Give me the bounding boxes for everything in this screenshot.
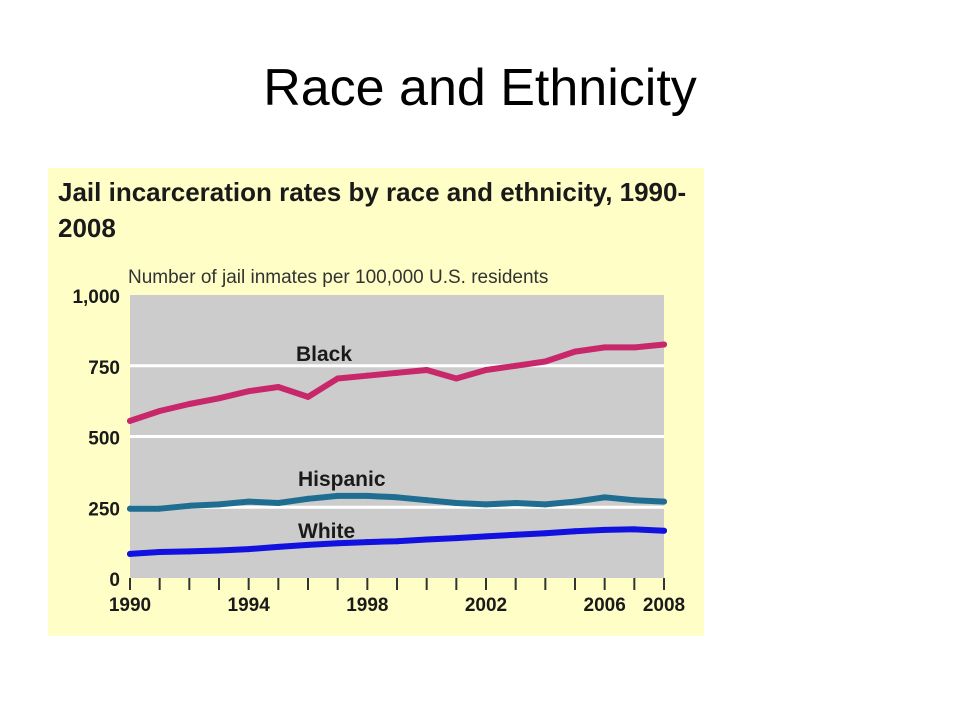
chart-subtitle: Number of jail inmates per 100,000 U.S. … [128,267,548,288]
data-point-black [305,393,311,400]
data-point-white [423,536,430,543]
data-point-black [453,375,460,382]
data-point-white [572,528,578,535]
data-point-white [453,535,460,542]
data-point-white [394,538,400,545]
data-point-black [245,388,252,395]
data-point-white [364,539,371,546]
data-point-hispanic [512,500,519,507]
data-point-white [186,548,193,555]
data-point-white [245,546,252,553]
data-point-hispanic [127,505,133,512]
x-tick-label: 1998 [346,595,388,616]
series-label-black: Black [296,343,352,366]
x-tick-label: 1990 [109,595,151,616]
data-point-black [661,341,667,348]
data-point-hispanic [394,494,400,501]
data-point-black [216,395,222,402]
data-point-black [156,408,163,415]
data-point-black [127,417,133,424]
chart-title: Jail incarceration rates by race and eth… [58,177,687,243]
y-tick-label: 750 [88,358,120,379]
data-point-white [127,550,133,557]
data-point-white [483,533,489,540]
data-point-white [334,540,341,547]
data-point-hispanic [542,501,549,508]
data-point-black [186,400,193,407]
data-point-white [305,541,311,548]
chart-svg: Number of jail inmates per 100,000 U.S. … [72,267,685,616]
data-point-hispanic [245,498,252,505]
data-point-hispanic [483,501,489,508]
data-point-black [601,344,608,351]
data-point-black [334,375,341,382]
x-tick-label: 2002 [465,595,507,616]
data-point-black [423,366,430,373]
y-tick-label: 0 [109,570,120,591]
data-point-white [156,548,163,555]
data-point-white [601,526,608,533]
data-point-white [631,526,638,533]
data-point-hispanic [186,502,193,509]
data-point-black [275,383,282,390]
data-point-black [512,362,519,369]
data-point-black [483,366,489,373]
data-point-white [661,527,667,534]
data-point-hispanic [364,492,371,499]
x-tick-label: 2008 [643,595,685,616]
data-point-black [364,372,371,379]
data-point-hispanic [631,497,638,504]
data-point-black [394,369,400,376]
data-point-hispanic [453,500,460,507]
data-point-hispanic [601,494,608,501]
data-point-hispanic [572,498,578,505]
data-point-black [572,348,578,355]
data-point-hispanic [216,501,222,508]
data-point-white [542,530,549,537]
y-tick-label: 500 [88,429,120,450]
series-label-hispanic: Hispanic [298,468,386,491]
data-point-hispanic [334,492,341,499]
data-point-white [512,531,519,538]
x-tick-label: 1994 [228,595,271,616]
x-tick-label: 2006 [584,595,626,616]
data-point-black [631,344,638,351]
data-point-hispanic [156,505,163,512]
data-point-black [542,358,549,365]
slide-title: Race and Ethnicity [263,59,697,117]
data-point-white [275,543,282,550]
data-point-hispanic [305,495,311,502]
y-tick-label: 1,000 [72,287,120,308]
data-point-hispanic [423,497,430,504]
chart-panel: Jail incarceration rates by race and eth… [48,168,704,636]
data-point-white [216,547,222,554]
series-label-white: White [298,520,355,543]
data-point-hispanic [661,498,667,505]
data-point-hispanic [275,500,282,507]
y-tick-label: 250 [88,499,120,520]
